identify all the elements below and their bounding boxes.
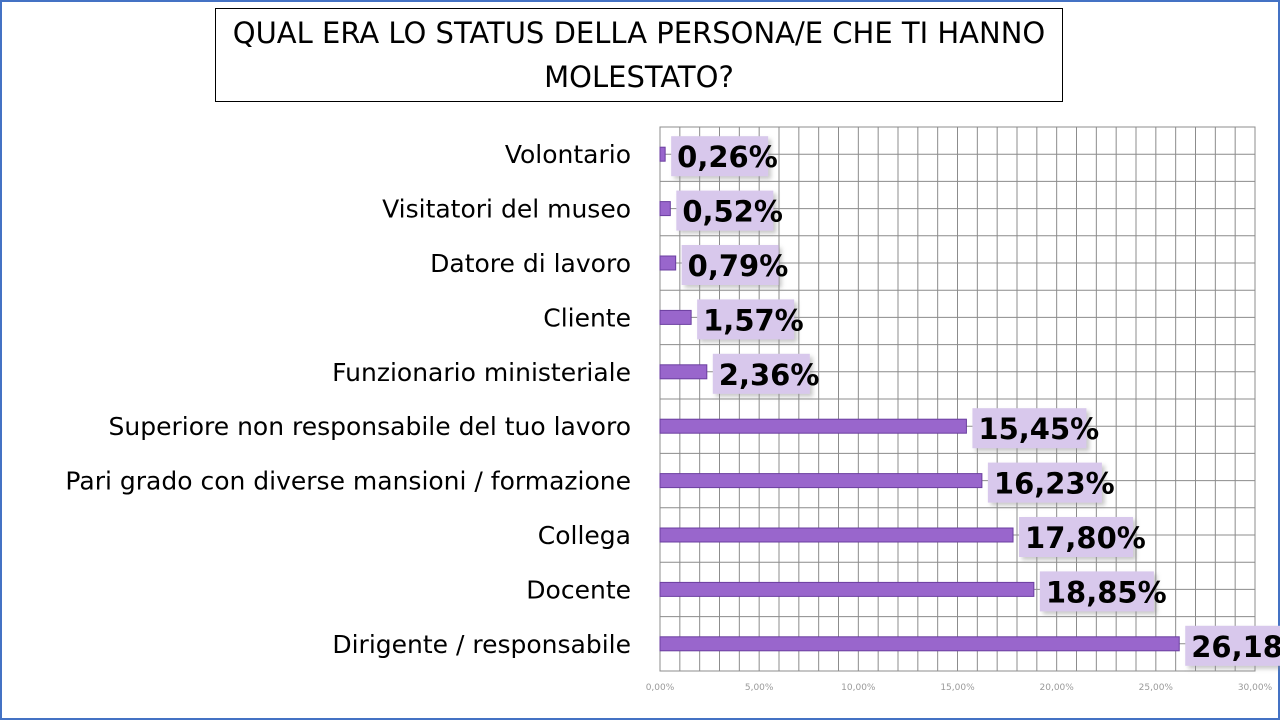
value-label-background [671,136,769,177]
bar [659,581,1035,597]
value-label-background [1039,571,1154,612]
x-tick-label: 30,00% [1238,683,1273,693]
value-label: 16,23% [994,467,1115,501]
category-label: Cliente [543,303,631,332]
x-tick-label: 10,00% [841,683,876,693]
value-label: 0,79% [688,249,789,283]
x-tick-label: 25,00% [1139,683,1174,693]
category-label: Docente [526,575,631,604]
value-label: 18,85% [1046,575,1167,609]
bar [659,364,708,380]
value-label: 0,52% [682,195,783,229]
value-label: 26,18% [1191,630,1280,664]
bar [659,146,666,162]
category-label: Visitatori del museo [382,195,631,224]
value-label-background [972,408,1087,449]
category-label: Collega [538,521,631,550]
category-labels: Volontario Visitatori del museo Datore di … [65,140,631,659]
value-label: 17,80% [1025,521,1146,555]
bar [659,255,677,271]
value-label-background [697,299,795,340]
x-axis-ticks: 0,00% 5,00% 10,00% 15,00% 20,00% 25,00% 30,00% [646,683,1273,693]
value-label: 1,57% [703,303,804,337]
bar [659,309,692,325]
value-label-background [681,245,779,285]
category-label: Datore di lavoro [430,249,631,278]
chart-title: QUAL ERA LO STATUS DELLA PERSONA/E CHE T… [215,8,1063,102]
bar [659,636,1180,652]
x-tick-label: 20,00% [1040,683,1075,693]
x-tick-label: 0,00% [646,683,675,693]
x-tick-label: 15,00% [940,683,975,693]
value-label-background [712,353,810,394]
category-label: Volontario [505,140,631,169]
bar [659,201,671,217]
category-label: Dirigente / responsabile [332,630,631,659]
category-label: Superiore non responsabile del tuo lavor… [109,412,631,441]
value-label-background [1185,625,1280,666]
value-label-background [987,462,1102,503]
value-labels: 0,26% 0,52% 0,79% 1,57% 2,36% 15,45% 16,23% 17,… [671,136,1280,666]
value-label-background [1019,517,1134,557]
bar [659,418,967,434]
value-label: 2,36% [719,358,820,392]
category-label: Funzionario ministeriale [332,358,631,387]
bars [659,146,1180,652]
bar [659,527,1014,543]
value-label-background [676,190,774,231]
x-tick-label: 5,00% [745,683,774,693]
value-label: 15,45% [978,412,1099,446]
category-label: Pari grado con diverse mansioni / formaz… [65,467,631,496]
bar [659,473,983,489]
value-label: 0,26% [677,140,778,174]
